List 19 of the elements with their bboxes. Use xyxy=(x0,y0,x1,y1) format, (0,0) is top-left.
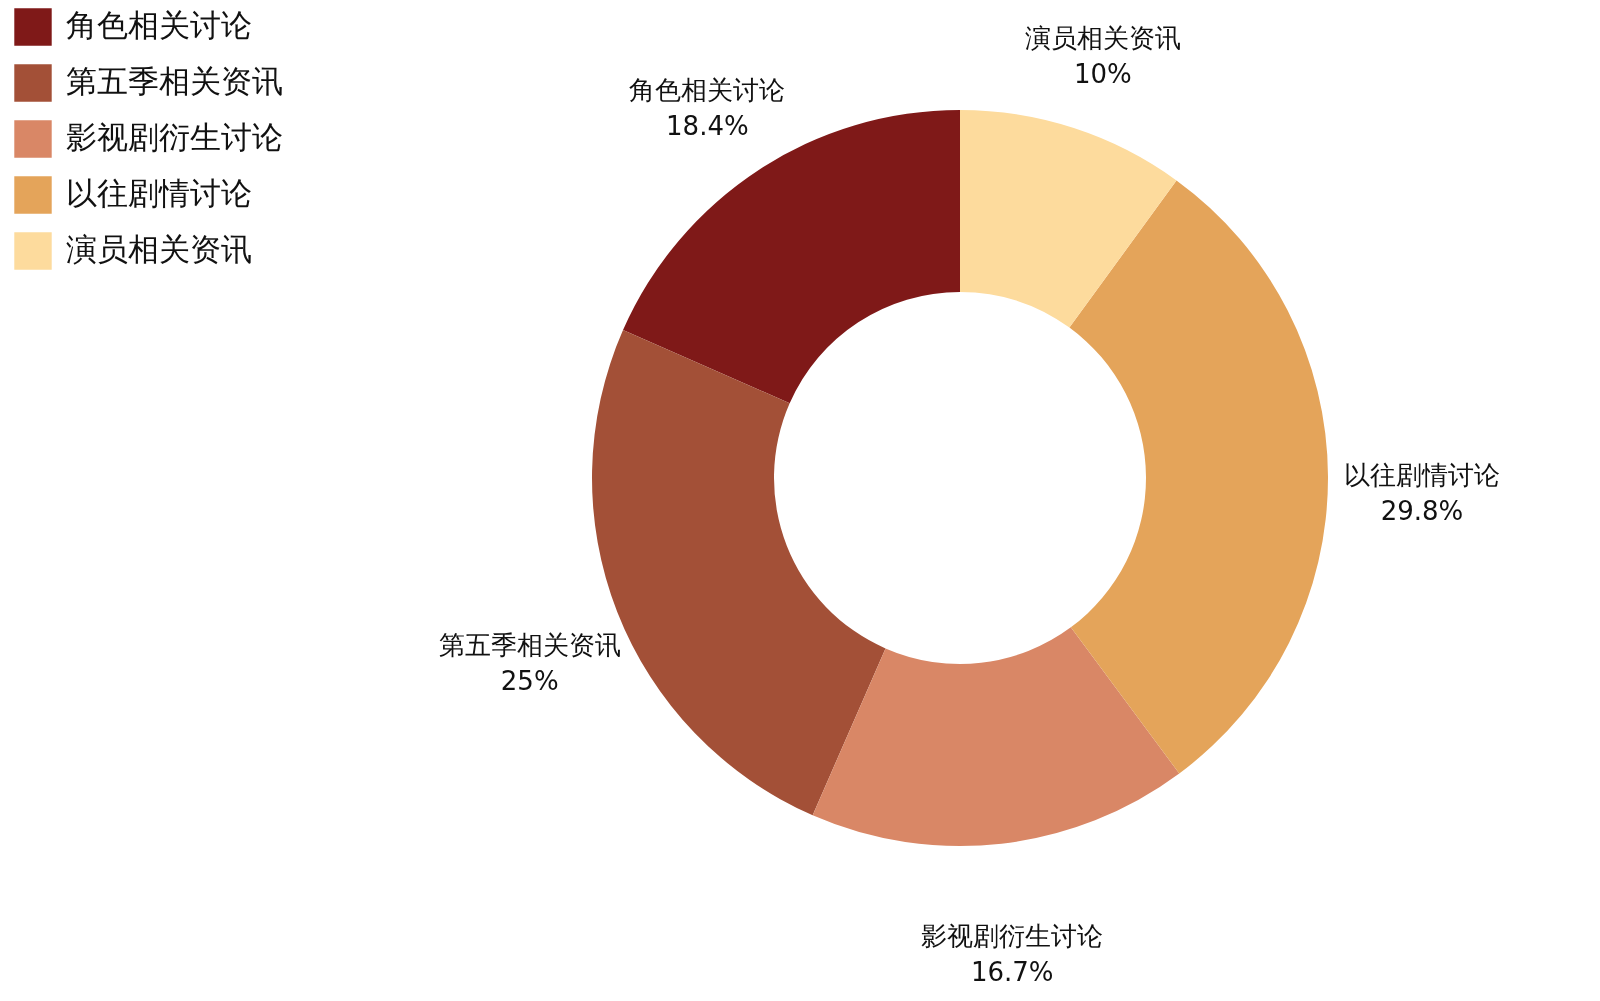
donut-slice xyxy=(1069,180,1328,774)
data-label: 25% xyxy=(500,666,559,697)
legend-label: 演员相关资讯 xyxy=(66,231,252,267)
donut-slice xyxy=(623,110,960,404)
legend-label: 角色相关讨论 xyxy=(66,7,252,43)
donut-slice xyxy=(812,627,1180,846)
slice-label: 演员相关资讯 xyxy=(1024,22,1181,53)
legend-label: 以往剧情讨论 xyxy=(66,175,252,211)
data-label: 10% xyxy=(1074,58,1132,89)
slice-label: 第五季相关资讯 xyxy=(438,630,621,661)
data-label: 29.8% xyxy=(1380,495,1464,526)
slice-label: 角色相关讨论 xyxy=(629,75,786,106)
slice-label: 影视剧衍生讨论 xyxy=(921,921,1104,952)
slice-label: 以往剧情讨论 xyxy=(1343,459,1500,490)
legend-label: 影视剧衍生讨论 xyxy=(66,119,283,155)
data-label: 18.4% xyxy=(666,111,749,142)
legend-label: 第五季相关资讯 xyxy=(66,63,283,99)
donut-slice xyxy=(960,110,1177,328)
data-label: 16.7% xyxy=(970,957,1054,988)
